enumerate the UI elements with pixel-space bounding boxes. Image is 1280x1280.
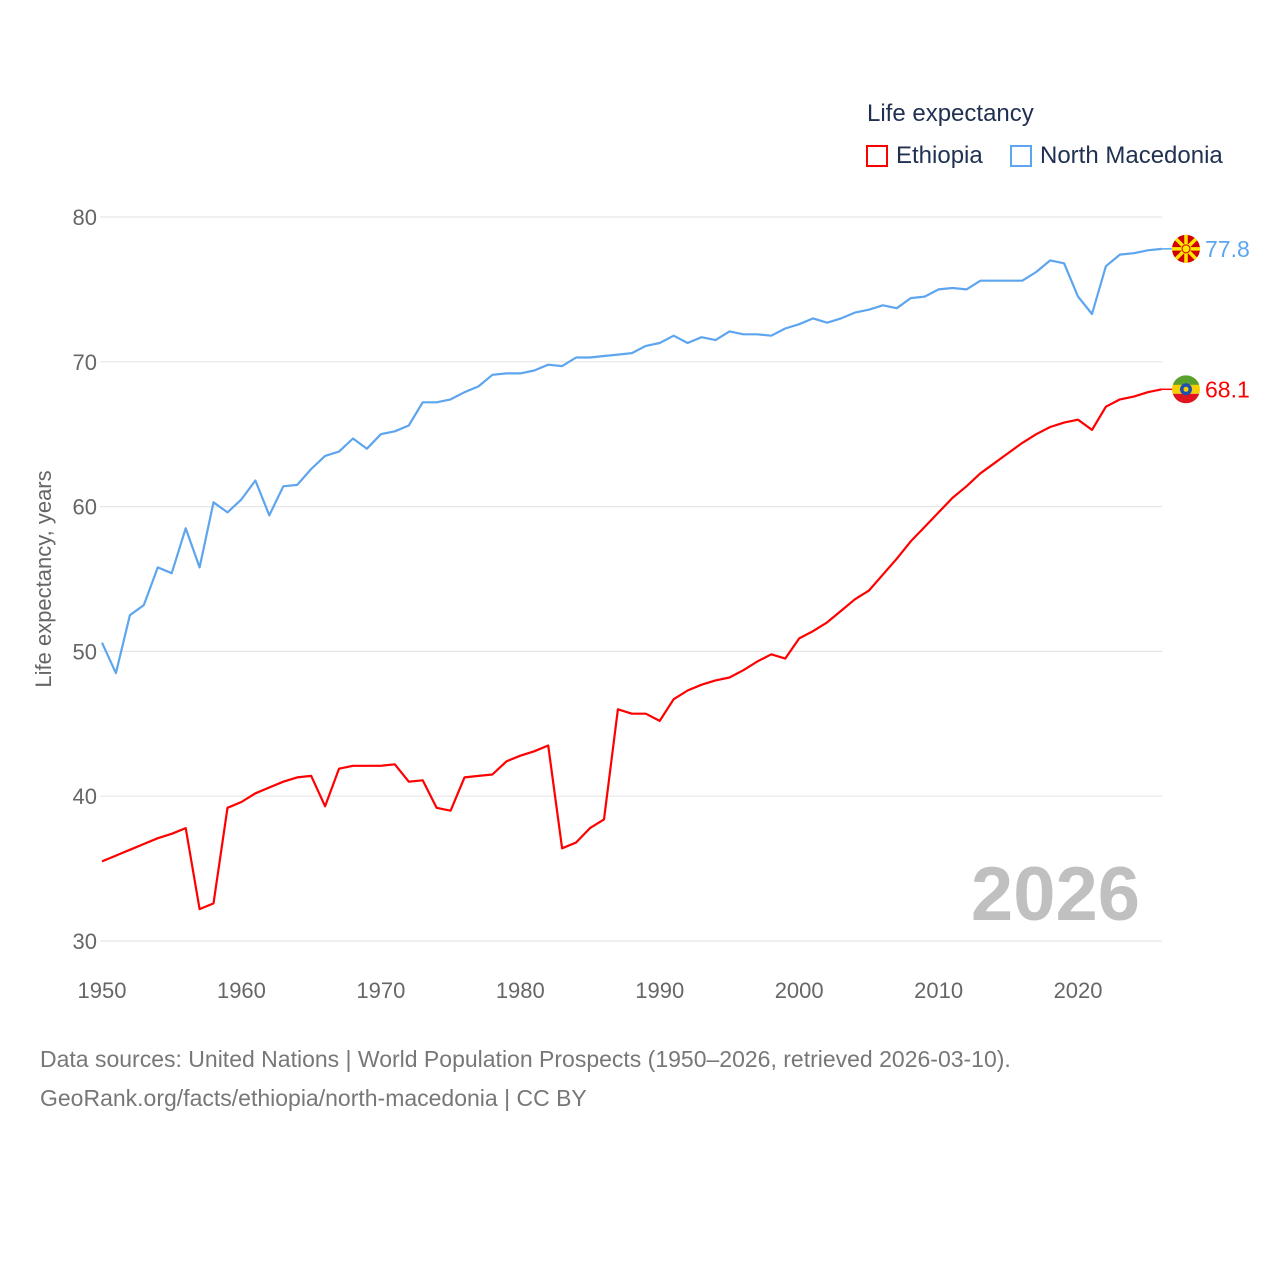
legend-title: Life expectancy xyxy=(867,100,1034,127)
y-axis-label: Life expectancy, years xyxy=(31,470,56,687)
end-value-label: 68.1 xyxy=(1205,376,1250,402)
legend-label: North Macedonia xyxy=(1040,142,1223,169)
x-tick-label: 2010 xyxy=(914,978,963,1003)
x-tick-label: 2020 xyxy=(1054,978,1103,1003)
legend-item-ethiopia[interactable]: Ethiopia xyxy=(866,142,983,170)
y-tick-label: 50 xyxy=(73,639,97,664)
y-tick-label: 80 xyxy=(73,205,97,230)
x-tick-label: 1960 xyxy=(217,978,266,1003)
x-tick-label: 1970 xyxy=(356,978,405,1003)
series-line-north-macedonia xyxy=(100,247,1162,675)
y-tick-label: 60 xyxy=(73,495,97,520)
x-tick-label: 1990 xyxy=(635,978,684,1003)
x-tick-label: 2000 xyxy=(775,978,824,1003)
series-line-ethiopia xyxy=(101,388,1162,911)
legend-item-north-macedonia[interactable]: North Macedonia xyxy=(1010,142,1223,170)
x-tick-label: 1950 xyxy=(78,978,127,1003)
y-tick-label: 40 xyxy=(73,784,97,809)
y-tick-label: 70 xyxy=(73,350,97,375)
year-watermark: 2026 xyxy=(971,852,1140,937)
credit-link[interactable]: GeoRank.org/facts/ethiopia/north-macedon… xyxy=(40,1085,587,1111)
x-tick-label: 1980 xyxy=(496,978,545,1003)
ethiopia-flag-icon xyxy=(1172,375,1200,404)
north-macedonia-flag-icon xyxy=(1172,234,1200,263)
legend-swatch-icon xyxy=(866,145,888,167)
end-value-label: 77.8 xyxy=(1205,236,1250,262)
legend-swatch-icon xyxy=(1010,145,1032,167)
y-tick-label: 30 xyxy=(73,929,97,954)
legend-label: Ethiopia xyxy=(896,142,983,169)
data-sources: Data sources: United Nations | World Pop… xyxy=(40,1046,1011,1072)
